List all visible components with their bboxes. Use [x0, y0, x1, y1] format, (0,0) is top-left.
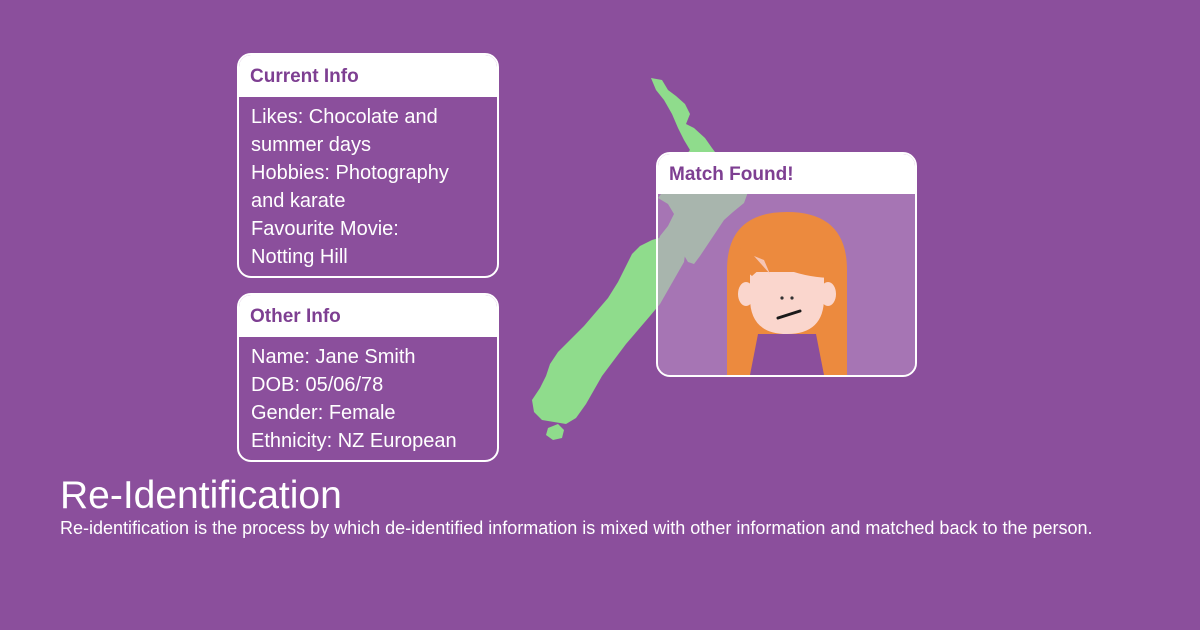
current-info-card: Current Info Likes: Chocolate and summer…	[237, 53, 499, 278]
current-info-line: Favourite Movie:	[251, 218, 399, 240]
other-info-card: Other Info Name: Jane Smith DOB: 05/06/7…	[237, 293, 499, 462]
other-info-line: DOB: 05/06/78	[251, 374, 384, 396]
other-info-body: Name: Jane Smith DOB: 05/06/78 Gender: F…	[239, 337, 497, 455]
match-photo	[658, 194, 915, 375]
other-info-line: Name: Jane Smith	[251, 346, 416, 368]
stewart-island-shape	[546, 424, 564, 440]
other-info-line: Gender: Female	[251, 402, 396, 424]
match-found-title: Match Found!	[658, 154, 915, 194]
current-info-line: and karate	[251, 190, 346, 212]
page-title: Re-Identification	[60, 474, 342, 517]
current-info-line: Hobbies: Photography	[251, 162, 449, 184]
other-info-line: Ethnicity: NZ European	[251, 430, 457, 452]
other-info-title: Other Info	[239, 295, 497, 337]
current-info-title: Current Info	[239, 55, 497, 97]
current-info-line: Notting Hill	[251, 246, 348, 268]
current-info-line: summer days	[251, 134, 372, 156]
current-info-line: Likes: Chocolate and	[251, 106, 438, 128]
woman-avatar-icon	[727, 212, 847, 375]
south-island-shape	[532, 236, 686, 424]
match-found-card: Match Found!	[656, 152, 917, 377]
description-text: Re-identification is the process by whic…	[60, 518, 1093, 538]
current-info-body: Likes: Chocolate and summer days Hobbies…	[239, 97, 497, 271]
